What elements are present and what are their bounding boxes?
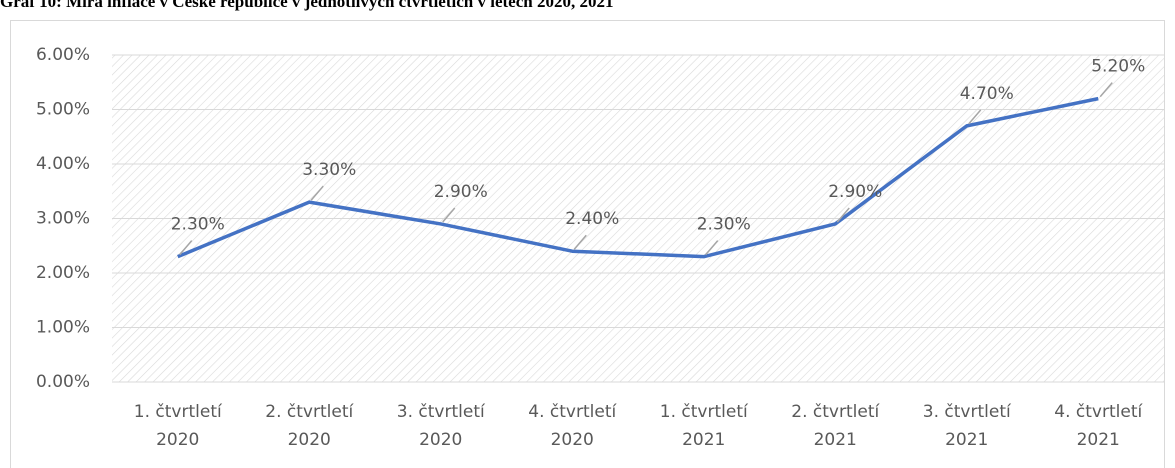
chart-title: Graf 10: Míra inflace v České republice …	[0, 0, 613, 11]
y-tick-label: 4.00%	[36, 154, 90, 174]
label-leader	[573, 234, 587, 250]
y-tick-label: 0.00%	[36, 372, 90, 392]
data-label: 2.90%	[828, 182, 882, 202]
y-tick-label: 5.00%	[36, 100, 90, 120]
data-label: 2.30%	[171, 215, 225, 235]
label-leader	[1099, 82, 1113, 98]
data-label: 5.20%	[1091, 57, 1145, 77]
y-tick-label: 2.00%	[36, 263, 90, 283]
data-label: 4.70%	[960, 84, 1014, 104]
x-tick-label: 3. čtvrtletí 2020	[397, 402, 486, 450]
y-tick-label: 1.00%	[36, 318, 90, 338]
label-leader	[836, 207, 850, 223]
y-tick-label: 6.00%	[36, 45, 90, 65]
data-label: 2.90%	[434, 182, 488, 202]
data-label: 2.30%	[697, 215, 751, 235]
data-label: 2.40%	[565, 209, 619, 229]
x-tick-label: 3. čtvrtletí 2021	[923, 402, 1012, 450]
label-leader	[442, 207, 456, 223]
data-label: 3.30%	[302, 160, 356, 180]
label-leader	[310, 185, 324, 201]
x-tick-label: 2. čtvrtletí 2020	[265, 402, 354, 450]
x-tick-label: 1. čtvrtletí 2021	[660, 402, 749, 450]
x-tick-label: 4. čtvrtletí 2020	[528, 402, 617, 450]
x-tick-label: 4. čtvrtletí 2021	[1054, 402, 1143, 450]
line-series	[177, 96, 1099, 259]
x-tick-label: 2. čtvrtletí 2021	[791, 402, 880, 450]
label-leader	[968, 109, 982, 125]
label-leader	[705, 240, 719, 256]
label-leader	[179, 240, 193, 256]
y-tick-label: 3.00%	[36, 209, 90, 229]
chart-border	[10, 20, 1165, 468]
x-tick-label: 1. čtvrtletí 2020	[134, 402, 223, 450]
